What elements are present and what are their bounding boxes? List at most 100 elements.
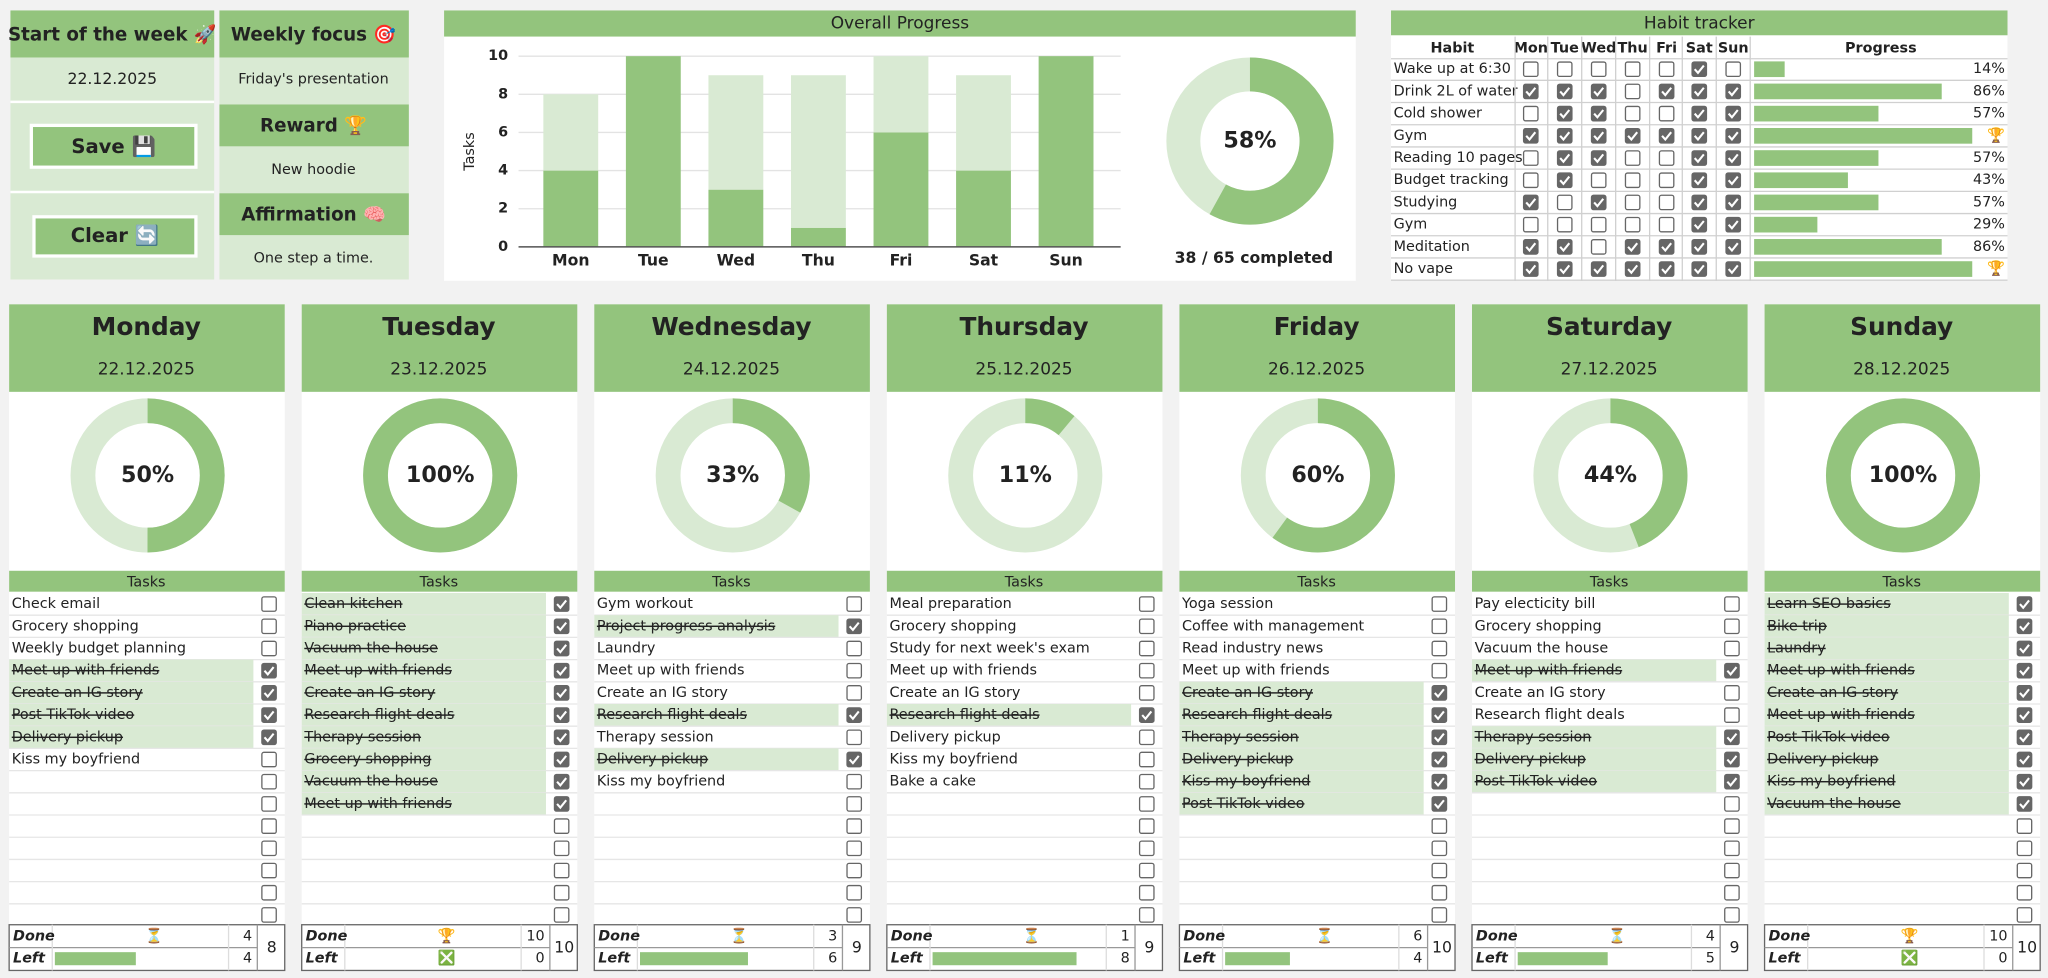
checkbox[interactable]	[261, 729, 277, 746]
checkbox[interactable]	[261, 907, 277, 923]
checkbox[interactable]	[846, 862, 863, 879]
checkbox[interactable]	[1431, 884, 1448, 901]
checkbox[interactable]	[1590, 61, 1607, 78]
checkbox[interactable]	[1431, 796, 1448, 812]
checkbox[interactable]	[1624, 261, 1641, 277]
checkbox[interactable]	[1724, 662, 1740, 679]
checkbox[interactable]	[553, 862, 570, 879]
checkbox[interactable]	[1138, 818, 1155, 834]
checkbox[interactable]	[1725, 216, 1742, 233]
checkbox[interactable]	[261, 796, 277, 812]
checkbox[interactable]	[553, 818, 570, 834]
checkbox[interactable]	[261, 662, 277, 679]
checkbox[interactable]	[846, 640, 863, 657]
checkbox[interactable]	[1138, 618, 1155, 635]
checkbox[interactable]	[1658, 83, 1675, 100]
checkbox[interactable]	[261, 884, 277, 901]
checkbox[interactable]	[1522, 105, 1539, 122]
checkbox[interactable]	[1522, 239, 1539, 255]
checkbox[interactable]	[261, 818, 277, 834]
checkbox[interactable]	[1138, 884, 1155, 901]
checkbox[interactable]	[846, 707, 863, 723]
checkbox[interactable]	[1138, 707, 1155, 723]
checkbox[interactable]	[1724, 840, 1740, 857]
checkbox[interactable]	[1556, 150, 1573, 166]
checkbox[interactable]	[1522, 216, 1539, 233]
button-label[interactable]: Save 💾	[71, 135, 156, 158]
checkbox[interactable]	[553, 596, 570, 612]
checkbox[interactable]	[1725, 127, 1742, 144]
checkbox[interactable]	[1724, 751, 1740, 768]
checkbox[interactable]	[1431, 729, 1448, 746]
checkbox[interactable]	[553, 707, 570, 723]
checkbox[interactable]	[1590, 261, 1607, 277]
checkbox[interactable]	[1724, 685, 1740, 701]
checkbox[interactable]	[1658, 194, 1675, 211]
checkbox[interactable]	[846, 751, 863, 768]
checkbox[interactable]	[846, 618, 863, 635]
checkbox[interactable]	[2016, 707, 2033, 723]
checkbox[interactable]	[846, 884, 863, 901]
checkbox[interactable]	[1590, 194, 1607, 211]
checkbox[interactable]	[1725, 150, 1742, 166]
checkbox[interactable]	[2016, 840, 2033, 857]
checkbox[interactable]	[846, 907, 863, 923]
checkbox[interactable]	[261, 707, 277, 723]
checkbox[interactable]	[1658, 61, 1675, 78]
checkbox[interactable]	[846, 840, 863, 857]
checkbox[interactable]	[553, 773, 570, 790]
checkbox[interactable]	[1725, 105, 1742, 122]
checkbox[interactable]	[1431, 907, 1448, 923]
checkbox[interactable]	[1624, 194, 1641, 211]
checkbox[interactable]	[1691, 239, 1708, 255]
checkbox[interactable]	[1624, 150, 1641, 166]
checkbox[interactable]	[1522, 127, 1539, 144]
checkbox[interactable]	[1725, 172, 1742, 189]
checkbox[interactable]	[1724, 729, 1740, 746]
checkbox[interactable]	[261, 685, 277, 701]
checkbox[interactable]	[1658, 172, 1675, 189]
checkbox[interactable]	[1431, 707, 1448, 723]
checkbox[interactable]	[261, 840, 277, 857]
checkbox[interactable]	[846, 685, 863, 701]
checkbox[interactable]	[1431, 662, 1448, 679]
checkbox[interactable]	[1522, 83, 1539, 100]
checkbox[interactable]	[1431, 862, 1448, 879]
checkbox[interactable]	[1624, 105, 1641, 122]
checkbox[interactable]	[2016, 773, 2033, 790]
checkbox[interactable]	[1725, 61, 1742, 78]
checkbox[interactable]	[1724, 618, 1740, 635]
checkbox[interactable]	[846, 596, 863, 612]
checkbox[interactable]	[1724, 707, 1740, 723]
checkbox[interactable]	[1138, 862, 1155, 879]
checkbox[interactable]	[1624, 83, 1641, 100]
checkbox[interactable]	[1138, 662, 1155, 679]
checkbox[interactable]	[553, 662, 570, 679]
checkbox[interactable]	[1556, 216, 1573, 233]
checkbox[interactable]	[1431, 640, 1448, 657]
checkbox[interactable]	[846, 818, 863, 834]
checkbox[interactable]	[1590, 172, 1607, 189]
checkbox[interactable]	[553, 751, 570, 768]
checkbox[interactable]	[1138, 773, 1155, 790]
checkbox[interactable]	[1691, 61, 1708, 78]
checkbox[interactable]	[2016, 662, 2033, 679]
checkbox[interactable]	[846, 773, 863, 790]
checkbox[interactable]	[1725, 83, 1742, 100]
checkbox[interactable]	[1725, 194, 1742, 211]
checkbox[interactable]	[1590, 83, 1607, 100]
checkbox[interactable]	[2016, 618, 2033, 635]
checkbox[interactable]	[2016, 729, 2033, 746]
checkbox[interactable]	[1658, 127, 1675, 144]
checkbox[interactable]	[1556, 105, 1573, 122]
checkbox[interactable]	[2016, 862, 2033, 879]
checkbox[interactable]	[1691, 216, 1708, 233]
checkbox[interactable]	[1522, 150, 1539, 166]
checkbox[interactable]	[553, 618, 570, 635]
checkbox[interactable]	[1658, 239, 1675, 255]
checkbox[interactable]	[1138, 685, 1155, 701]
checkbox[interactable]	[553, 796, 570, 812]
checkbox[interactable]	[261, 596, 277, 612]
checkbox[interactable]	[2016, 751, 2033, 768]
checkbox[interactable]	[1691, 150, 1708, 166]
